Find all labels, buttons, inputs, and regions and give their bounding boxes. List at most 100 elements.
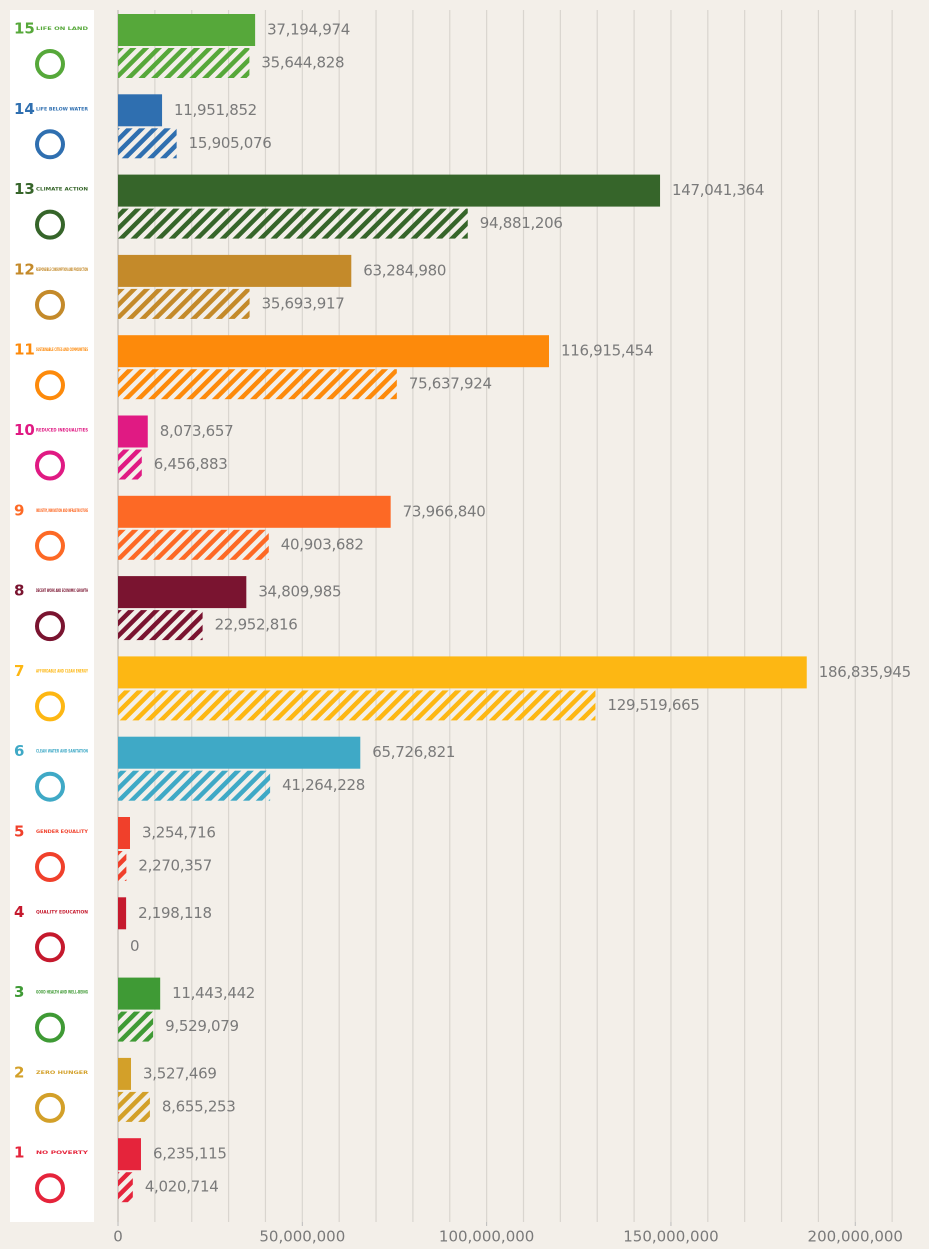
value-label: 65,726,821 [372,743,455,761]
bar [118,529,269,560]
bar [118,369,397,400]
x-tick-label: 0 [113,1228,123,1246]
bar [118,128,177,159]
bar [118,736,361,769]
goal-icon [35,49,65,79]
bar [118,690,596,721]
bar [118,415,148,448]
goal-title: LIFE BELOW WATER [36,106,88,111]
goal-number: 15 [14,20,35,38]
bar [118,817,130,849]
value-label: 35,693,917 [262,294,345,312]
goal-number: 13 [14,180,35,198]
goal-number: 1 [14,1144,24,1162]
goal-title: QUALITY EDUCATION [36,909,88,914]
value-label: 8,655,253 [162,1097,236,1115]
bar [118,288,250,319]
x-tick-label: 150,000,000 [623,1228,718,1246]
value-label: 8,073,657 [160,422,234,440]
bar [118,208,468,239]
bar [118,254,352,287]
goal-title: CLEAN WATER AND SANITATION [36,749,88,754]
bar [118,495,391,528]
value-label: 41,264,228 [282,776,365,794]
goal-number: 4 [14,903,24,921]
goal-title: CLIMATE ACTION [36,187,88,192]
goal-number: 8 [14,582,24,600]
bar [118,610,203,641]
value-label: 11,951,852 [174,101,257,119]
goal-number: 12 [14,260,35,278]
goal-number: 7 [14,662,24,680]
goal-icon [35,852,65,882]
value-label: 6,456,883 [154,455,228,473]
value-label: 147,041,364 [672,181,764,199]
goal-title: REDUCED INEQUALITIES [36,428,88,433]
x-tick-label: 100,000,000 [439,1228,534,1246]
goal-title: DECENT WORK AND ECONOMIC GROWTH [36,588,88,593]
bar [118,897,127,930]
value-label: 94,881,206 [480,214,563,232]
value-label: 35,644,828 [261,54,344,72]
bar [118,851,127,881]
bar [118,1011,154,1042]
bar [118,576,247,609]
bar [118,1138,141,1171]
value-label: 22,952,816 [215,616,298,634]
bar [118,656,807,689]
value-label: 0 [130,937,139,955]
value-label: 73,966,840 [403,502,486,520]
goal-number: 2 [14,1063,24,1081]
goal-number: 11 [14,341,35,359]
x-tick-label: 50,000,000 [259,1228,345,1246]
goal-number: 3 [14,983,24,1001]
bar [118,770,271,801]
value-label: 3,254,716 [142,824,216,842]
goal-icon [35,611,65,642]
bar [118,48,250,78]
value-label: 186,835,945 [819,663,911,681]
bar [118,94,163,127]
goal-icon [35,1012,65,1043]
goal-number: 14 [14,100,35,118]
bar [118,1091,150,1122]
goal-icon [35,129,65,160]
goal-number: 10 [14,421,35,439]
bar [118,14,256,46]
bar [118,1172,133,1203]
goal-title: NO POVERTY [36,1150,88,1155]
value-label: 2,198,118 [138,904,212,922]
value-label: 4,020,714 [145,1178,219,1196]
value-label: 75,637,924 [409,375,492,393]
value-label: 40,903,682 [281,535,364,553]
goal-icon [35,289,65,320]
value-label: 9,529,079 [165,1017,239,1035]
goal-icon [35,691,65,722]
value-label: 3,527,469 [143,1064,217,1082]
bar [118,449,142,480]
goal-title: INDUSTRY, INNOVATION AND INFRASTRUCTURE [36,508,88,513]
value-label: 11,443,442 [172,984,255,1002]
goal-number: 5 [14,823,24,841]
value-label: 63,284,980 [363,261,446,279]
goal-icon [35,932,65,963]
bar [118,335,549,368]
value-label: 116,915,454 [561,342,653,360]
bar [118,1057,132,1090]
bar [118,174,661,207]
goal-icon [35,1092,65,1123]
goal-number: 6 [14,742,24,760]
bar [118,977,161,1010]
value-label: 15,905,076 [189,134,272,152]
goal-icon [35,209,65,240]
goal-icon [35,1173,65,1204]
value-label: 129,519,665 [607,696,699,714]
goal-icon [35,370,65,401]
goal-title: GOOD HEALTH AND WELL-BEING [36,990,88,995]
goal-title: AFFORDABLE AND CLEAN ENERGY [36,668,88,673]
goal-title: ZERO HUNGER [36,1070,88,1075]
goal-title: GENDER EQUALITY [36,829,88,834]
value-label: 6,235,115 [153,1145,227,1163]
goal-number: 9 [14,501,24,519]
goal-icon [35,530,65,561]
